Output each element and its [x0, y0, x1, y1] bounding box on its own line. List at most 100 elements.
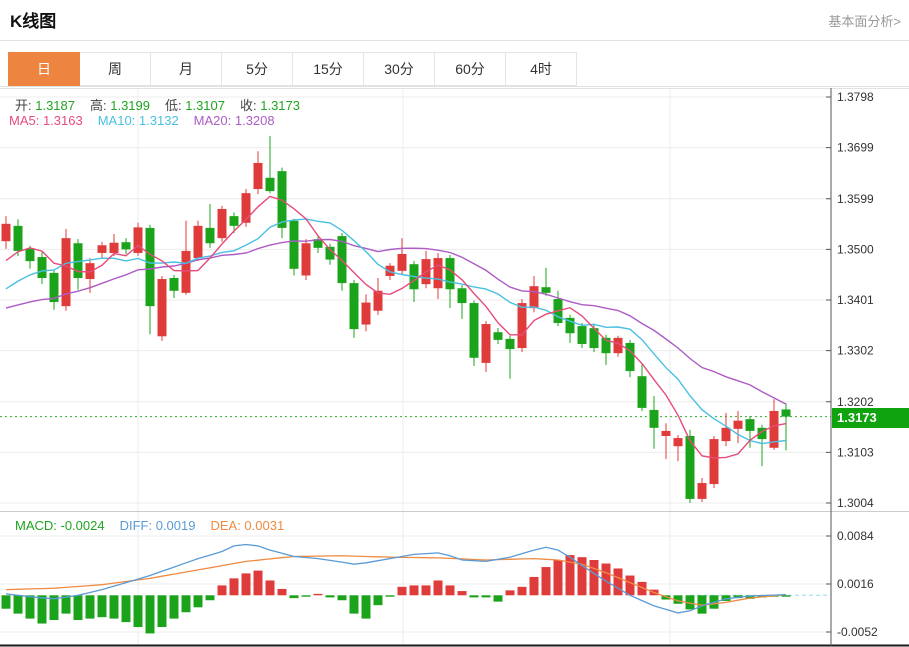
macd-bar — [517, 586, 527, 596]
macd-bar — [541, 567, 551, 596]
candle — [325, 246, 335, 260]
legend-item: 低: 1.3107 — [165, 98, 225, 113]
legend-item: 收: 1.3173 — [240, 98, 300, 113]
macd-bar — [241, 573, 251, 596]
candle — [121, 242, 131, 250]
macd-bar — [733, 595, 743, 599]
axis-label: 1.3699 — [837, 141, 874, 155]
candle — [145, 227, 155, 307]
candle — [301, 243, 311, 276]
legend-item: MACD: -0.0024 — [15, 518, 105, 533]
macd-bar — [685, 595, 695, 610]
macd-bar — [469, 595, 479, 598]
legend-item: DEA: 0.0031 — [210, 518, 285, 533]
macd-bar — [601, 563, 611, 596]
candle — [13, 225, 23, 251]
macd-bar — [157, 595, 167, 628]
macd-bar — [361, 595, 371, 619]
macd-bar — [49, 595, 59, 620]
candle — [457, 288, 467, 304]
ohlc-legend: 开: 1.3187 高: 1.3199 低: 1.3107 收: 1.3173 — [15, 95, 315, 114]
ma-legend: MA5: 1.3163 MA10: 1.3132 MA20: 1.3208 — [9, 113, 290, 128]
candle — [469, 303, 479, 358]
tab-5分[interactable]: 5分 — [222, 52, 293, 86]
macd-bar — [145, 595, 155, 634]
candle — [49, 272, 59, 303]
fundamental-analysis-link[interactable]: 基本面分析> — [828, 14, 901, 29]
candle — [193, 225, 203, 259]
tab-周[interactable]: 周 — [80, 52, 151, 86]
macd-bar — [205, 595, 215, 601]
candle — [169, 278, 179, 291]
candle — [373, 290, 383, 311]
candle — [577, 326, 587, 344]
candle — [61, 238, 71, 307]
diff-line — [5, 543, 787, 614]
macd-bar — [133, 595, 143, 628]
candle — [709, 439, 719, 485]
tab-30分[interactable]: 30分 — [364, 52, 435, 86]
tab-日[interactable]: 日 — [8, 52, 80, 86]
candle — [289, 220, 299, 269]
legend-item: MA10: 1.3132 — [97, 113, 179, 128]
macd-bar — [673, 595, 683, 604]
candle — [25, 248, 35, 262]
axis-label: 1.3798 — [837, 90, 874, 104]
grid — [0, 88, 831, 645]
macd-bar — [397, 586, 407, 596]
candle — [481, 324, 491, 363]
macd-bar — [553, 560, 563, 596]
candle — [73, 243, 83, 279]
candle — [517, 303, 527, 349]
tab-60分[interactable]: 60分 — [435, 52, 506, 86]
candle — [349, 283, 359, 330]
macd-bar — [265, 580, 275, 596]
macd-bar — [337, 595, 347, 601]
candle — [613, 337, 623, 354]
macd-bar — [121, 595, 131, 623]
candle — [661, 430, 671, 437]
candle — [361, 302, 371, 325]
macd-bar — [565, 555, 575, 596]
ma5-line — [5, 195, 787, 459]
macd-bar — [613, 568, 623, 596]
tab-4时[interactable]: 4时 — [506, 52, 577, 86]
macd-bar — [349, 595, 359, 614]
macd-bar — [577, 557, 587, 596]
legend-item: MA20: 1.3208 — [193, 113, 275, 128]
candle — [109, 242, 119, 253]
macd-bar — [217, 585, 227, 596]
macd-bar — [781, 595, 791, 597]
candle — [625, 342, 635, 372]
candles-group — [1, 135, 791, 503]
candle — [697, 483, 707, 499]
candle — [37, 257, 47, 279]
candle — [229, 216, 239, 226]
macd-bar — [169, 595, 179, 619]
axis-label: 1.3500 — [837, 242, 874, 256]
axis-label: 1.3103 — [837, 445, 874, 459]
macd-bar — [61, 595, 71, 614]
macd-bar — [85, 595, 95, 619]
candle — [205, 227, 215, 244]
macd-bar — [661, 595, 671, 600]
current-price-badge: 1.3173 — [832, 408, 909, 428]
macd-bar — [457, 591, 467, 596]
candle — [589, 328, 599, 349]
macd-bar — [1, 595, 11, 609]
candle — [721, 427, 731, 442]
macd-bar — [529, 576, 539, 596]
macd-bar — [625, 575, 635, 596]
macd-bar — [193, 595, 203, 608]
candle — [397, 253, 407, 271]
macd-bar — [697, 595, 707, 614]
candle — [97, 245, 107, 253]
tab-15分[interactable]: 15分 — [293, 52, 364, 86]
macd-bar — [37, 595, 47, 624]
legend-item: 高: 1.3199 — [90, 98, 150, 113]
candle — [769, 410, 779, 448]
tab-月[interactable]: 月 — [151, 52, 222, 86]
macd-bar — [277, 588, 287, 596]
